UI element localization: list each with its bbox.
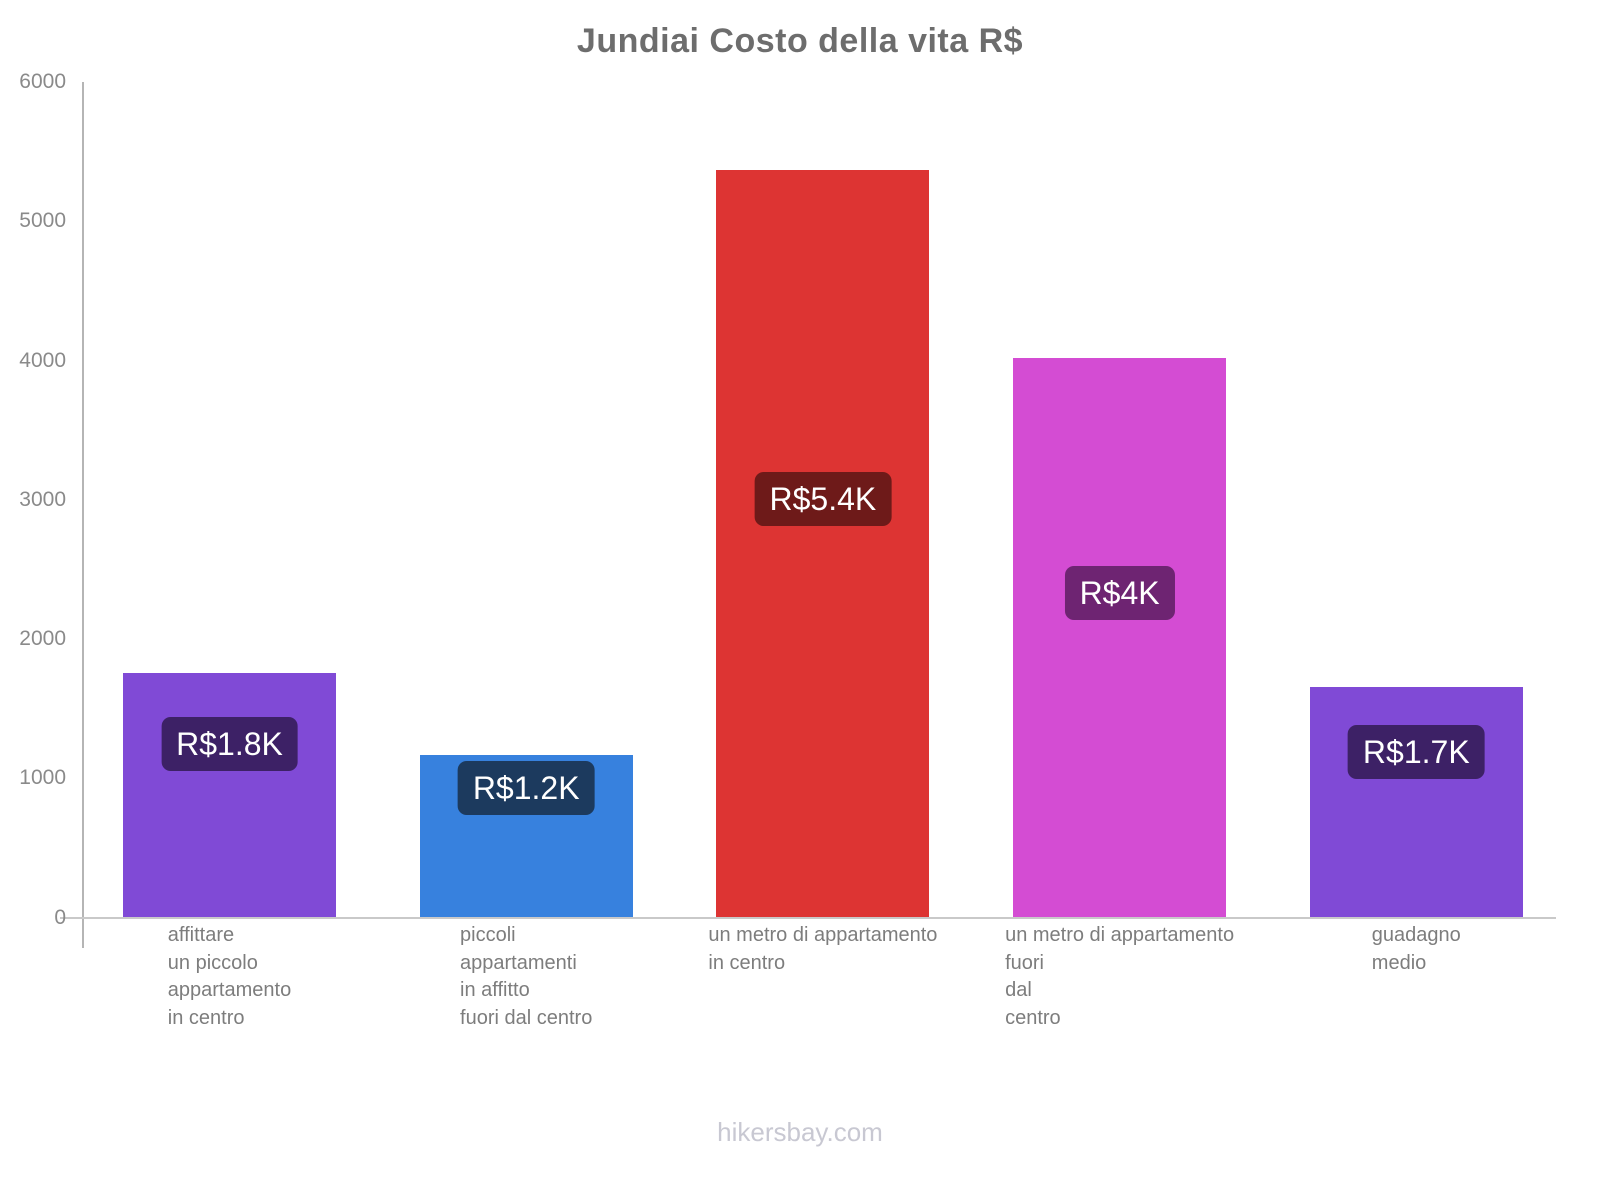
x-category-label-line: appartamenti xyxy=(460,951,577,974)
y-tick-label: 1000 xyxy=(19,766,66,790)
y-tick-label: 5000 xyxy=(19,209,66,233)
y-tick-label: 3000 xyxy=(19,487,66,511)
x-category-label-line: un metro di appartamento xyxy=(1005,924,1235,946)
y-tick-label: 0 xyxy=(54,905,66,929)
x-category-label-line: appartamento xyxy=(167,979,292,1001)
x-category-label-2: piccoli appartamenti in affitto fuori dal c… xyxy=(376,922,676,1032)
x-category-label-line: un piccolo xyxy=(167,951,258,974)
y-tick-label: 2000 xyxy=(19,627,66,650)
bar-value-label-5: R$1.7K xyxy=(1347,724,1485,779)
bar-3 xyxy=(716,170,930,918)
x-axis-baseline xyxy=(60,917,1556,919)
y-tick-label: 4000 xyxy=(19,348,66,372)
x-category-label-4: un metro di appartamento fuori dal centro xyxy=(970,922,1270,1032)
x-category-label-line: affittare xyxy=(167,924,235,946)
y-tick-label: 6000 xyxy=(19,70,66,93)
bar-5 xyxy=(1309,687,1523,918)
x-category-label-line: piccoli xyxy=(460,924,516,946)
x-category-label-line: medio xyxy=(1371,951,1427,974)
bar-1 xyxy=(123,673,336,918)
x-category-label-line: dal xyxy=(1005,979,1032,1001)
bar-value-label-3: R$5.4K xyxy=(754,471,892,526)
x-category-label-3: un metro di appartamento in centro xyxy=(673,922,973,977)
x-category-label-text: un metro di appartamento fuori dal centro xyxy=(1005,922,1234,1032)
x-category-label-line: fuori xyxy=(1005,951,1044,974)
bar-value-label-2: R$1.2K xyxy=(457,760,595,815)
x-category-label-line: un metro di appartamento xyxy=(708,924,938,946)
x-category-label-line: centro xyxy=(1005,1006,1061,1029)
bar-value-label-4: R$4K xyxy=(1064,566,1175,621)
x-category-label-5: guadagno medio xyxy=(1266,922,1566,977)
x-category-label-line: fuori dal centro xyxy=(460,1006,593,1029)
x-category-label-text: guadagno medio xyxy=(1372,922,1461,977)
x-category-label-line: in centro xyxy=(167,1006,245,1029)
x-category-label-text: affittare un piccolo appartamento in centro xyxy=(168,922,291,1032)
x-category-label-1: affittare un piccolo appartamento in centro xyxy=(80,922,380,1032)
bar-4 xyxy=(1013,358,1227,918)
x-category-label-text: piccoli appartamenti in affitto fuori dal c… xyxy=(460,922,592,1032)
x-category-label-text: un metro di appartamento in centro xyxy=(708,922,937,977)
x-category-label-line: in affitto xyxy=(460,979,530,1001)
x-category-label-line: in centro xyxy=(708,951,786,974)
chart-title: Jundiai Costo della vita R$ xyxy=(576,22,1024,60)
plot-area: 0 1000 2000 3000 4000 5000 6000 R$1.8K R$1.2K R$… xyxy=(19,70,1566,1032)
y-axis-line xyxy=(82,82,84,948)
watermark: hikersbay.com xyxy=(717,1117,883,1147)
x-category-label-line: guadagno xyxy=(1371,924,1461,946)
bar-value-label-1: R$1.8K xyxy=(161,716,298,771)
